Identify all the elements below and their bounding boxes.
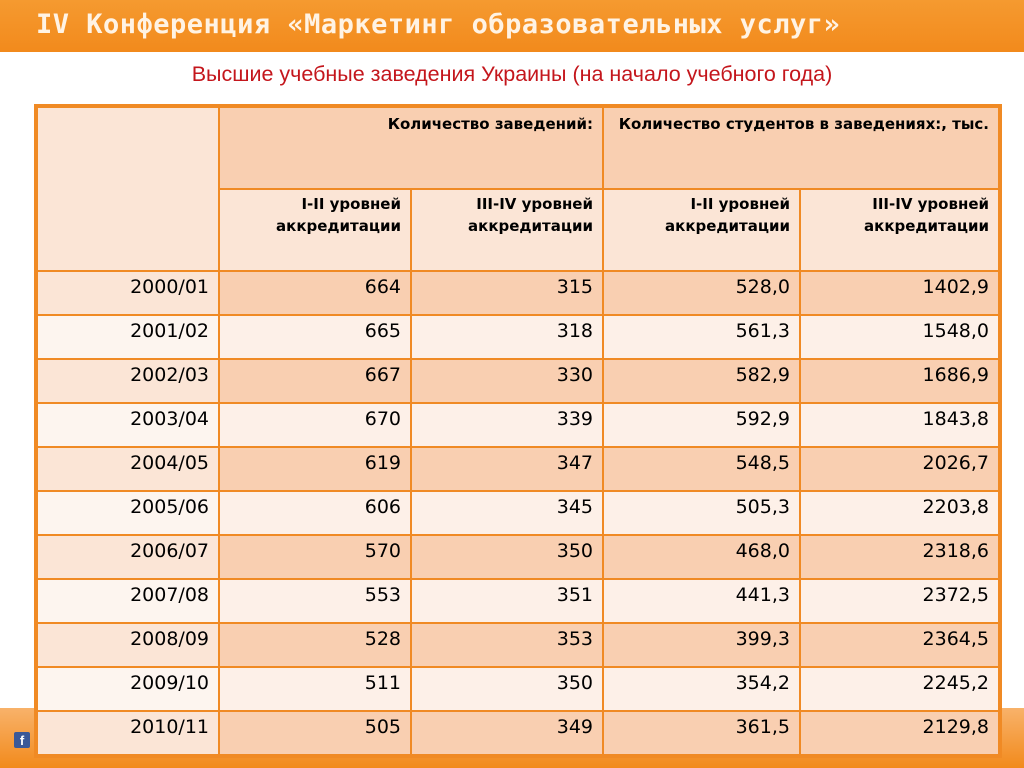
group-header-row: Количество заведений: Количество студент… [38, 108, 999, 270]
facebook-icon[interactable]: f [14, 732, 30, 748]
year-cell: 2001/02 [38, 316, 218, 358]
inst-level-3-4-cell: 347 [412, 448, 602, 490]
stud-level-3-4-cell: 2245,2 [801, 668, 999, 710]
inst-level-3-4-cell: 351 [412, 580, 602, 622]
stud-level-3-4-cell: 1843,8 [801, 404, 999, 446]
stud-level-3-4-cell: 2318,6 [801, 536, 999, 578]
stud-level-3-4-cell: 2129,8 [801, 712, 999, 754]
table-row: 2009/10 511 350 354,2 2245,2 [38, 668, 999, 710]
stud-level-3-4-cell: 2203,8 [801, 492, 999, 534]
stud-level-3-4-cell: 1686,9 [801, 360, 999, 402]
stud-level-1-2-cell: 582,9 [604, 360, 799, 402]
year-cell: 2007/08 [38, 580, 218, 622]
year-cell: 2006/07 [38, 536, 218, 578]
inst-level-1-2-cell: 511 [220, 668, 410, 710]
stud-level-1-2-cell: 441,3 [604, 580, 799, 622]
inst-level-1-2-cell: 670 [220, 404, 410, 446]
inst-level-3-4-cell: 330 [412, 360, 602, 402]
year-cell: 2005/06 [38, 492, 218, 534]
inst-level-1-2-cell: 505 [220, 712, 410, 754]
year-cell: 2003/04 [38, 404, 218, 446]
inst-level-1-2-cell: 619 [220, 448, 410, 490]
stud-level-3-4-cell: 1548,0 [801, 316, 999, 358]
inst-level-3-4-cell: 315 [412, 272, 602, 314]
year-cell: 2002/03 [38, 360, 218, 402]
table-row: 2002/03 667 330 582,9 1686,9 [38, 360, 999, 402]
table-row: 2008/09 528 353 399,3 2364,5 [38, 624, 999, 666]
universities-table: Количество заведений: Количество студент… [36, 106, 1000, 756]
year-cell: 2008/09 [38, 624, 218, 666]
table-row: 2010/11 505 349 361,5 2129,8 [38, 712, 999, 754]
table-body: 2000/01 664 315 528,0 1402,9 2001/02 665 318 561… [38, 272, 999, 754]
subheader-stud-level-3-4: III-IV уровней аккредитации [801, 190, 999, 270]
table-row: 2001/02 665 318 561,3 1548,0 [38, 316, 999, 358]
header-students-count: Количество студентов в заведениях:, тыс. [604, 108, 999, 188]
top-banner: IV Конференция «Маркетинг образовательны… [0, 0, 1024, 54]
stud-level-1-2-cell: 528,0 [604, 272, 799, 314]
universities-table-frame: Количество заведений: Количество студент… [34, 104, 1002, 758]
stud-level-1-2-cell: 548,5 [604, 448, 799, 490]
stud-level-1-2-cell: 468,0 [604, 536, 799, 578]
year-cell: 2004/05 [38, 448, 218, 490]
stud-level-3-4-cell: 2364,5 [801, 624, 999, 666]
header-institutions-count: Количество заведений: [220, 108, 602, 188]
banner-title: IV Конференция «Маркетинг образовательны… [36, 9, 841, 40]
inst-level-1-2-cell: 664 [220, 272, 410, 314]
stud-level-3-4-cell: 2026,7 [801, 448, 999, 490]
inst-level-1-2-cell: 553 [220, 580, 410, 622]
stud-level-3-4-cell: 1402,9 [801, 272, 999, 314]
subheader-inst-level-3-4: III-IV уровней аккредитации [412, 190, 602, 270]
year-cell: 2009/10 [38, 668, 218, 710]
sub-header-row: I-II уровней аккредитации III-IV уровней… [38, 190, 999, 270]
inst-level-3-4-cell: 318 [412, 316, 602, 358]
inst-level-1-2-cell: 528 [220, 624, 410, 666]
stud-level-1-2-cell: 361,5 [604, 712, 799, 754]
subheader-inst-level-1-2: I-II уровней аккредитации [220, 190, 410, 270]
year-cell: 2010/11 [38, 712, 218, 754]
slide-title: Высшие учебные заведения Украины (на нач… [191, 62, 833, 86]
stud-level-1-2-cell: 399,3 [604, 624, 799, 666]
inst-level-3-4-cell: 353 [412, 624, 602, 666]
stud-level-1-2-cell: 592,9 [604, 404, 799, 446]
table-row: 2005/06 606 345 505,3 2203,8 [38, 492, 999, 534]
table-row: 2003/04 670 339 592,9 1843,8 [38, 404, 999, 446]
table-row: 2000/01 664 315 528,0 1402,9 [38, 272, 999, 314]
stud-level-3-4-cell: 2372,5 [801, 580, 999, 622]
inst-level-3-4-cell: 350 [412, 668, 602, 710]
inst-level-3-4-cell: 350 [412, 536, 602, 578]
year-cell: 2000/01 [38, 272, 218, 314]
inst-level-3-4-cell: 339 [412, 404, 602, 446]
table-row: 2006/07 570 350 468,0 2318,6 [38, 536, 999, 578]
inst-level-3-4-cell: 349 [412, 712, 602, 754]
table-row: 2004/05 619 347 548,5 2026,7 [38, 448, 999, 490]
subheader-stud-level-1-2: I-II уровней аккредитации [604, 190, 799, 270]
inst-level-1-2-cell: 667 [220, 360, 410, 402]
stud-level-1-2-cell: 354,2 [604, 668, 799, 710]
stud-level-1-2-cell: 561,3 [604, 316, 799, 358]
inst-level-3-4-cell: 345 [412, 492, 602, 534]
stud-level-1-2-cell: 505,3 [604, 492, 799, 534]
corner-cell [38, 108, 218, 270]
inst-level-1-2-cell: 665 [220, 316, 410, 358]
table-row: 2007/08 553 351 441,3 2372,5 [38, 580, 999, 622]
inst-level-1-2-cell: 606 [220, 492, 410, 534]
inst-level-1-2-cell: 570 [220, 536, 410, 578]
